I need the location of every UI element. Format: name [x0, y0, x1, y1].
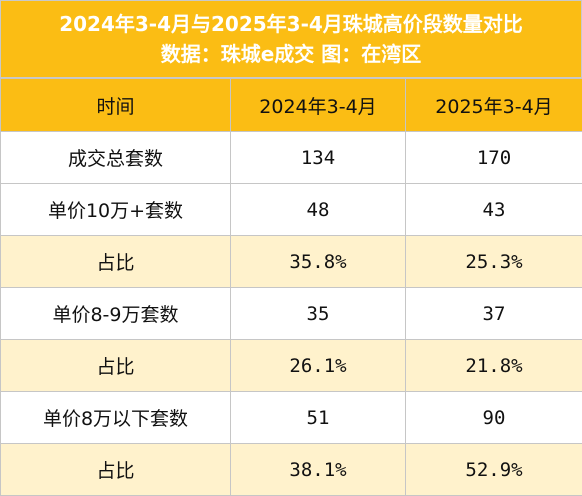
- cell-2024: 48: [231, 184, 406, 236]
- row-label: 单价8-9万套数: [1, 288, 231, 340]
- row-label: 单价10万+套数: [1, 184, 231, 236]
- cell-2025: 43: [406, 184, 582, 236]
- cell-2025: 37: [406, 288, 582, 340]
- table-row: 占比 26.1% 21.8%: [1, 340, 582, 392]
- cell-2024: 35.8%: [231, 236, 406, 288]
- header-cell-2025: 2025年3-4月: [406, 79, 582, 132]
- header-cell-2024: 2024年3-4月: [231, 79, 406, 132]
- cell-2025: 52.9%: [406, 444, 582, 496]
- table-row: 成交总套数 134 170: [1, 132, 582, 184]
- table-row: 单价8万以下套数 51 90: [1, 392, 582, 444]
- cell-2024: 38.1%: [231, 444, 406, 496]
- table-header-row: 时间 2024年3-4月 2025年3-4月: [1, 79, 582, 132]
- cell-2025: 25.3%: [406, 236, 582, 288]
- cell-2024: 134: [231, 132, 406, 184]
- table-row: 占比 35.8% 25.3%: [1, 236, 582, 288]
- header-cell-time: 时间: [1, 79, 231, 132]
- row-label: 占比: [1, 444, 231, 496]
- row-label: 成交总套数: [1, 132, 231, 184]
- cell-2024: 51: [231, 392, 406, 444]
- title-line-2: 数据：珠城e成交 图：在湾区: [161, 39, 422, 69]
- table-row: 占比 38.1% 52.9%: [1, 444, 582, 496]
- cell-2024: 26.1%: [231, 340, 406, 392]
- cell-2025: 170: [406, 132, 582, 184]
- title-band: 2024年3-4月与2025年3-4月珠城高价段数量对比 数据：珠城e成交 图：…: [0, 0, 582, 78]
- table-row: 单价10万+套数 48 43: [1, 184, 582, 236]
- comparison-table: 时间 2024年3-4月 2025年3-4月 成交总套数 134 170 单价1…: [0, 78, 582, 496]
- cell-2024: 35: [231, 288, 406, 340]
- row-label: 单价8万以下套数: [1, 392, 231, 444]
- title-line-1: 2024年3-4月与2025年3-4月珠城高价段数量对比: [59, 9, 523, 39]
- cell-2025: 21.8%: [406, 340, 582, 392]
- comparison-sheet: 2024年3-4月与2025年3-4月珠城高价段数量对比 数据：珠城e成交 图：…: [0, 0, 582, 486]
- row-label: 占比: [1, 236, 231, 288]
- row-label: 占比: [1, 340, 231, 392]
- table-row: 单价8-9万套数 35 37: [1, 288, 582, 340]
- cell-2025: 90: [406, 392, 582, 444]
